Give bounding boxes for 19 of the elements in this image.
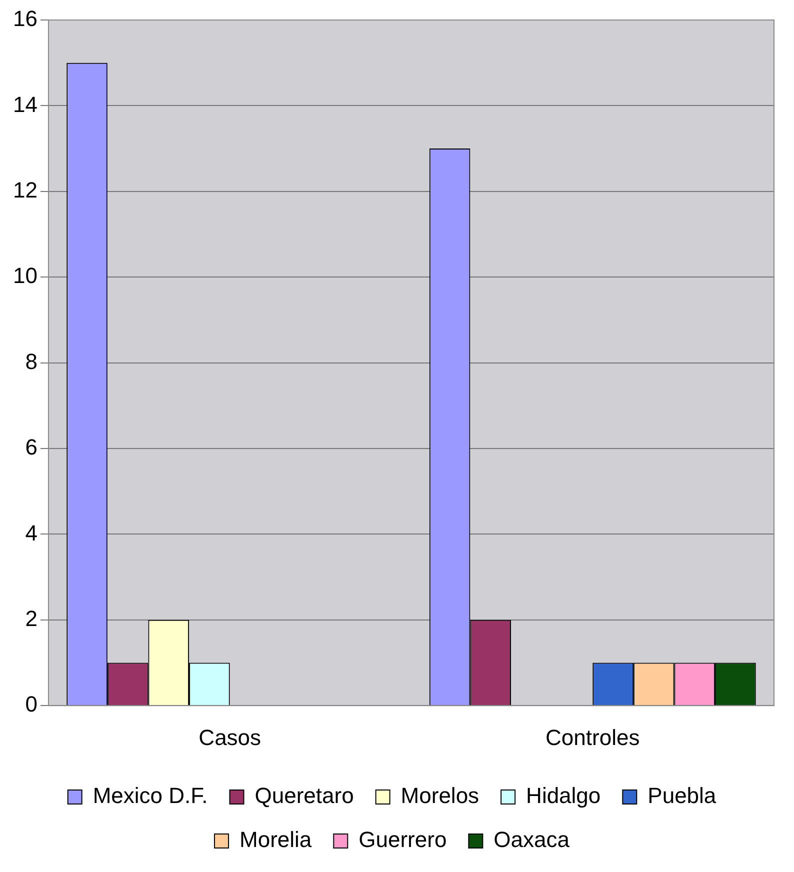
- legend-label: Oaxaca: [494, 827, 570, 852]
- y-tick-label: 16: [12, 6, 38, 32]
- legend-label: Guerrero: [358, 827, 447, 852]
- y-tick-label: 4: [25, 520, 38, 546]
- y-tick-label: 0: [25, 692, 38, 717]
- y-tick-label: 10: [12, 263, 38, 288]
- y-tick-label: 8: [25, 348, 38, 374]
- legend-label: Morelos: [400, 783, 480, 808]
- legend-label: Morelia: [240, 827, 312, 852]
- y-tick-label: 12: [12, 177, 38, 202]
- legend-label: Mexico D.F.: [92, 783, 208, 808]
- x-tick-label: Casos: [198, 724, 262, 750]
- legend-label: Hidalgo: [526, 783, 601, 808]
- y-tick-label: 14: [12, 92, 38, 117]
- legend-label: Queretaro: [254, 783, 354, 808]
- legend-label: Puebla: [648, 783, 717, 808]
- y-tick-label: 6: [25, 434, 38, 460]
- x-tick-label: Controles: [546, 724, 640, 750]
- y-tick-label: 2: [25, 606, 38, 631]
